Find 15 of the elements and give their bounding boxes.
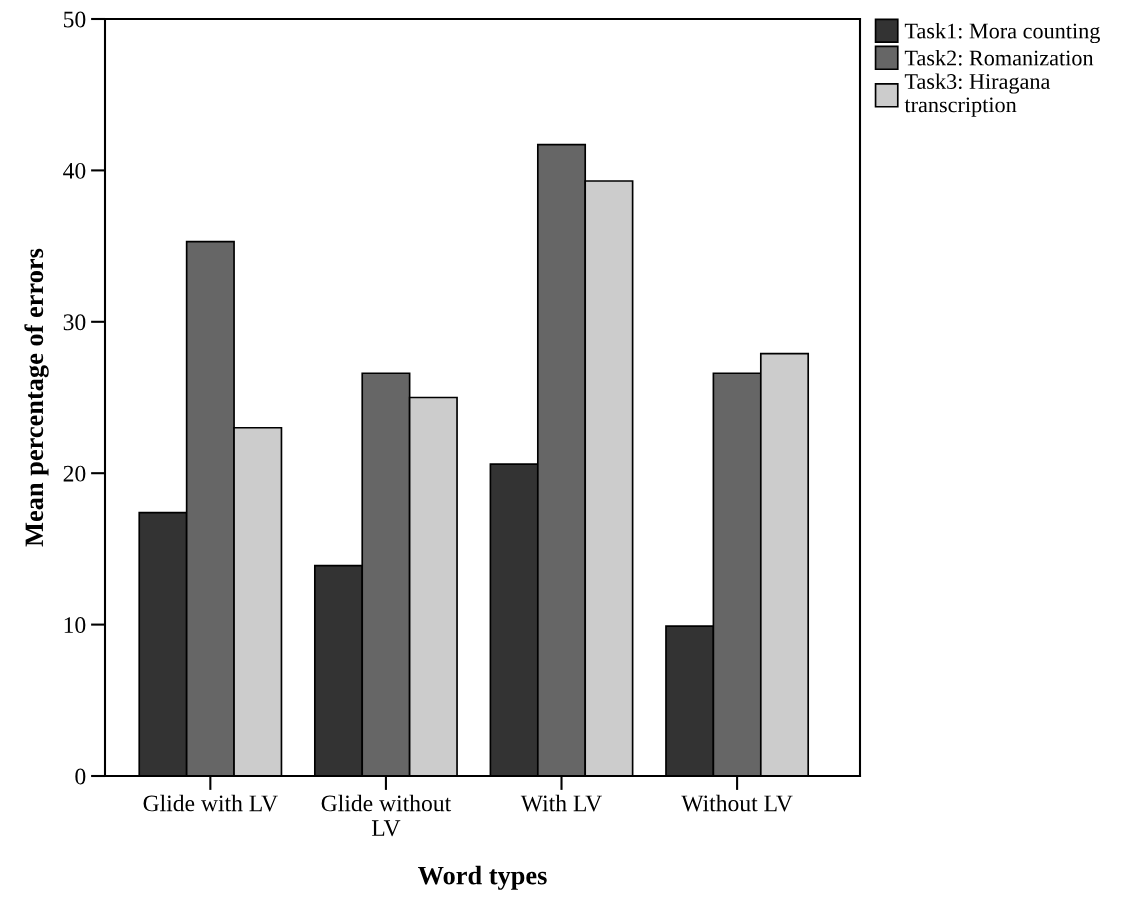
legend-label: Task1: Mora counting — [904, 22, 1100, 44]
y-tick-label: 0 — [75, 768, 86, 785]
x-axis-title: Word types — [418, 865, 547, 890]
y-tick-label: 50 — [64, 11, 86, 28]
y-tick-label: 40 — [63, 162, 86, 179]
x-tick-label: Glide with LV — [143, 794, 278, 812]
x-tick-label: Without LV — [681, 794, 793, 812]
legend-label: Task3: Hiragana transcription — [904, 73, 1051, 117]
y-axis-title: Mean percentage of errors — [24, 248, 49, 547]
x-tick-label: Glide without LV — [321, 794, 452, 837]
x-tick-label: With LV — [520, 794, 602, 812]
y-tick-label: 30 — [63, 314, 86, 331]
y-tick-label: 10 — [64, 617, 86, 634]
y-tick-label: 20 — [63, 465, 86, 482]
legend-label: Task2: Romanization — [904, 49, 1094, 66]
